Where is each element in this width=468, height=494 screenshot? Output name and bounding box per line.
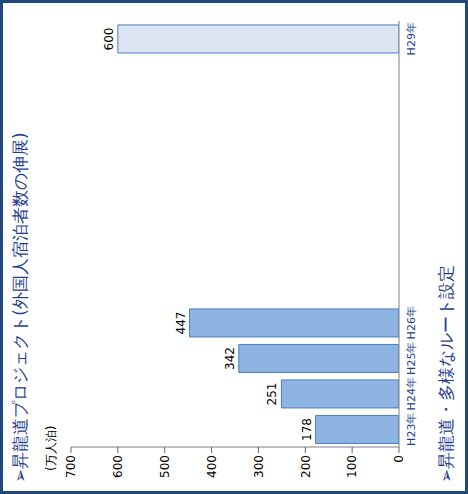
svg-text:342: 342 xyxy=(223,347,237,370)
html-text:➢昇龍道プロジェクト(外国人宿泊者数の伸展): ➢昇龍道プロジェクト(外国人宿泊者数の伸展) xyxy=(10,132,30,483)
svg-text:447: 447 xyxy=(174,311,188,334)
svg-text:178: 178 xyxy=(300,418,314,441)
svg-text:251: 251 xyxy=(265,382,279,405)
svg-text:H25年: H25年 xyxy=(405,342,418,375)
svg-text:600: 600 xyxy=(111,455,125,478)
html-text:➢昇龍道・多様なルート設定: ➢昇龍道・多様なルート設定 xyxy=(436,264,456,483)
svg-text:200: 200 xyxy=(299,455,313,478)
svg-text:100: 100 xyxy=(345,455,359,478)
svg-text:600: 600 xyxy=(102,27,116,50)
svg-text:500: 500 xyxy=(158,455,172,478)
svg-text:H24年: H24年 xyxy=(405,377,418,410)
svg-text:400: 400 xyxy=(205,455,219,478)
svg-text:300: 300 xyxy=(252,455,266,478)
svg-text:700: 700 xyxy=(64,455,78,478)
html-text:(万人泊): (万人泊) xyxy=(44,425,58,471)
svg-text:H29年: H29年 xyxy=(405,22,418,55)
svg-text:H26年: H26年 xyxy=(405,306,418,339)
svg-text:H23年: H23年 xyxy=(405,413,418,446)
svg-text:0: 0 xyxy=(392,455,406,463)
